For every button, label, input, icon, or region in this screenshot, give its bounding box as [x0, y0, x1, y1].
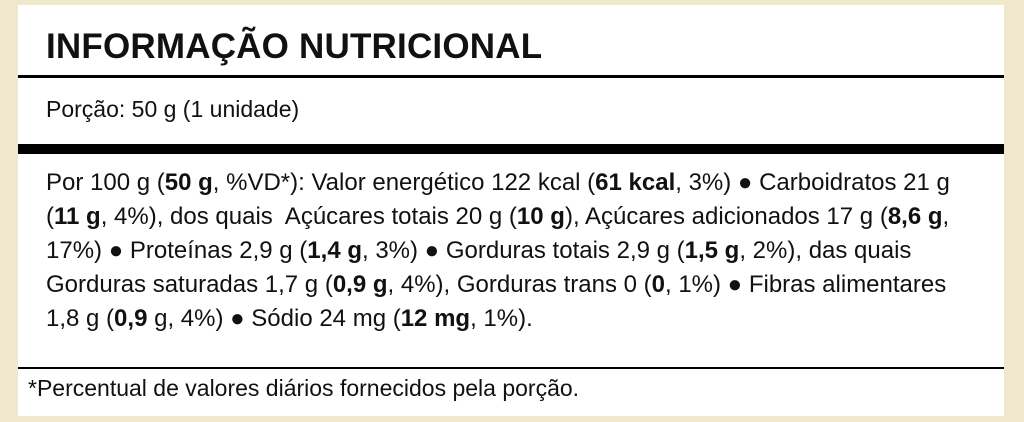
- rule: [18, 367, 1004, 369]
- bold-text: 0,9 g: [332, 271, 388, 298]
- bold-text: 12 mg: [400, 305, 471, 332]
- text: , 3%) ● Carboidratos 21 g (: [46, 169, 957, 230]
- bold-text: 50 g: [164, 169, 213, 196]
- bold-text: 8,6 g: [887, 203, 943, 230]
- bold-text: 10 g: [516, 203, 565, 230]
- text: , 4%), Gorduras trans 0 (: [387, 271, 652, 298]
- thick-rule: [18, 144, 1004, 154]
- text: , 17%) ● Proteínas 2,9 g (: [46, 203, 956, 264]
- text: , 2%), das quais Gorduras saturadas 1,7 …: [46, 237, 925, 298]
- text: , %VD*): Valor energético 122 kcal (: [212, 169, 596, 196]
- bold-text: 61 kcal: [595, 169, 676, 196]
- bold-text: 0,9: [114, 305, 148, 332]
- title: INFORMAÇÃO NUTRICIONAL: [46, 27, 543, 66]
- text: , 1%).: [470, 305, 533, 332]
- text: Por 100 g (: [46, 169, 165, 196]
- rule: [18, 75, 1004, 78]
- portion: Porção: 50 g (1 unidade): [46, 96, 300, 122]
- bold-text: 1,5 g: [684, 237, 740, 264]
- bold-text: 0: [651, 271, 665, 298]
- bold-text: 11 g: [54, 203, 101, 230]
- nutrition-label: INFORMAÇÃO NUTRICIONAL Porção: 50 g (1 u…: [18, 5, 1004, 416]
- text: , 1%) ● Fibras alimentares 1,8 g (: [46, 271, 953, 332]
- text: , 4%), dos quais Açúcares totais 20 g (: [100, 203, 517, 230]
- text: g, 4%) ● Sódio 24 mg (: [147, 305, 401, 332]
- text: ), Açúcares adicionados 17 g (: [564, 203, 888, 230]
- text: , 3%) ● Gorduras totais 2,9 g (: [362, 237, 685, 264]
- footnote: *Percentual de valores diários fornecido…: [28, 375, 580, 401]
- bold-text: 1,4 g: [307, 237, 362, 264]
- nutrient-text: Por 100 g (50 g, %VD*): Valor energético…: [46, 166, 968, 336]
